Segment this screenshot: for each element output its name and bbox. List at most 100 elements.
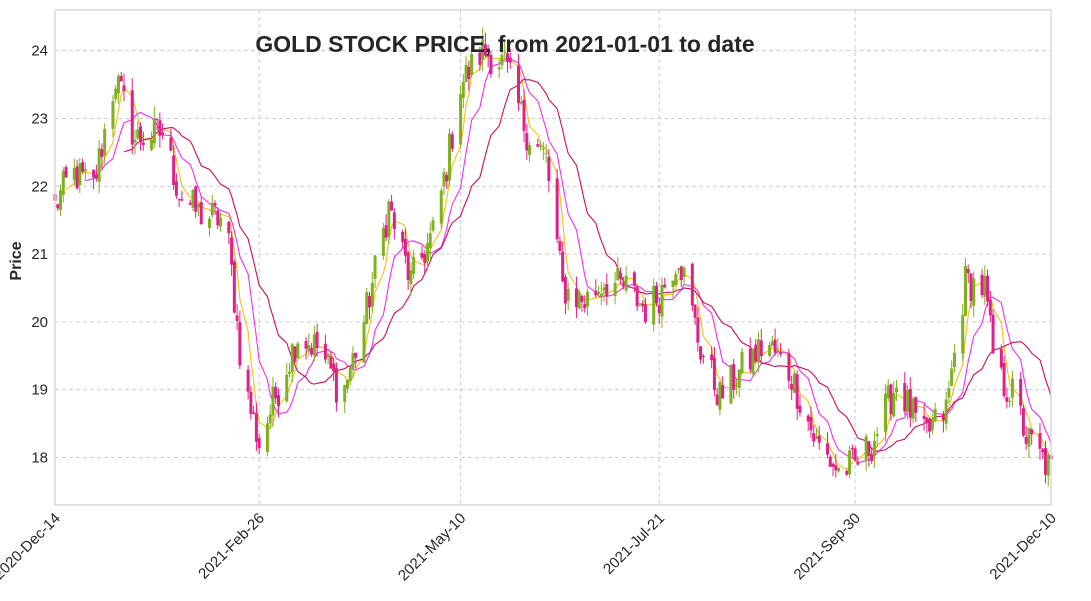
candle-body xyxy=(795,374,799,409)
y-axis-label: Price xyxy=(8,241,25,280)
candle-body xyxy=(748,348,752,370)
candle-body xyxy=(370,282,374,307)
candle-body xyxy=(150,139,154,150)
candle-body xyxy=(908,388,912,418)
candle-body xyxy=(773,339,777,353)
candle-body xyxy=(122,85,126,92)
y-tick-label: 18 xyxy=(31,450,48,467)
candle-body xyxy=(368,295,372,308)
candle-body xyxy=(883,393,887,432)
ma-long-line xyxy=(123,78,1052,452)
plot-frame xyxy=(54,9,1052,506)
candle-body xyxy=(787,353,791,381)
candle-body xyxy=(831,463,835,467)
candle-body xyxy=(365,292,369,324)
candle-body xyxy=(312,334,316,356)
candle-body xyxy=(208,218,212,229)
candle-body xyxy=(483,44,487,56)
candle-body xyxy=(528,145,532,155)
candle-body xyxy=(806,415,810,422)
candle-body xyxy=(972,278,976,306)
candle-body xyxy=(583,304,587,309)
candle-body xyxy=(944,399,948,424)
candle-body xyxy=(660,284,664,317)
candle-body xyxy=(947,387,951,398)
candle-body xyxy=(757,339,761,363)
candle-body xyxy=(503,52,507,54)
candle-body xyxy=(740,351,744,374)
candle-body xyxy=(933,408,937,422)
candle-body xyxy=(999,348,1003,368)
candle-body xyxy=(1030,429,1034,435)
candle-body xyxy=(78,163,82,186)
candle-body xyxy=(1021,408,1025,436)
candle-body xyxy=(597,291,601,294)
candle-body xyxy=(290,344,294,373)
candle-body xyxy=(141,142,145,146)
candle-body xyxy=(75,166,79,189)
candle-body xyxy=(81,162,85,172)
candle-body xyxy=(296,343,300,359)
candle-body xyxy=(191,189,195,208)
candle-body xyxy=(332,363,336,372)
candle-body xyxy=(392,212,396,230)
candle-body xyxy=(133,139,137,143)
candle-body xyxy=(903,383,907,412)
candle-body xyxy=(158,120,162,136)
candle-body xyxy=(285,374,289,402)
candle-body xyxy=(539,145,543,147)
candle-body xyxy=(252,412,256,414)
candle-body xyxy=(459,94,463,145)
candle-body xyxy=(925,417,929,424)
candle-body xyxy=(809,416,813,431)
candle-body xyxy=(481,39,485,60)
candle-body xyxy=(911,398,915,419)
candle-body xyxy=(139,126,143,143)
candle-body xyxy=(188,202,192,205)
candle-body xyxy=(701,356,705,358)
candle-body xyxy=(519,101,523,104)
candle-body xyxy=(677,268,681,270)
candle-body xyxy=(558,240,562,251)
candle-body xyxy=(1046,455,1050,476)
candle-body xyxy=(754,344,758,362)
candle-body xyxy=(199,202,203,225)
candle-body xyxy=(770,341,774,346)
candle-body xyxy=(423,254,427,264)
candle-body xyxy=(486,54,490,57)
candle-body xyxy=(635,286,639,307)
candle-body xyxy=(489,55,493,75)
candle-body xyxy=(497,67,501,70)
candle-body xyxy=(1005,397,1009,402)
candle-body xyxy=(710,354,714,361)
candle-body xyxy=(988,300,992,316)
candle-body xyxy=(288,371,292,374)
candle-body xyxy=(100,149,104,158)
candle-body xyxy=(431,220,435,231)
candle-body xyxy=(172,155,176,185)
candle-body xyxy=(652,285,656,325)
y-tick-label: 21 xyxy=(31,246,48,263)
candle-body xyxy=(56,204,60,209)
candle-body xyxy=(814,436,818,439)
candle-body xyxy=(213,203,217,206)
candle-body xyxy=(1008,400,1012,402)
candle-body xyxy=(864,436,868,461)
candle-body xyxy=(715,394,719,405)
candle-body xyxy=(467,66,471,79)
candle-body xyxy=(961,315,965,354)
candle-body xyxy=(505,53,509,62)
candle-body xyxy=(737,369,741,389)
candle-body xyxy=(384,225,388,238)
candle-body xyxy=(663,284,667,288)
candle-body xyxy=(837,467,841,472)
candle-body xyxy=(798,405,802,413)
candle-body xyxy=(826,443,830,455)
candle-body xyxy=(174,181,178,196)
candle-body xyxy=(274,386,278,399)
candle-body xyxy=(401,231,405,242)
candle-body xyxy=(952,352,956,368)
candle-body xyxy=(257,438,261,449)
candle-body xyxy=(92,169,96,178)
candle-body xyxy=(906,389,910,412)
